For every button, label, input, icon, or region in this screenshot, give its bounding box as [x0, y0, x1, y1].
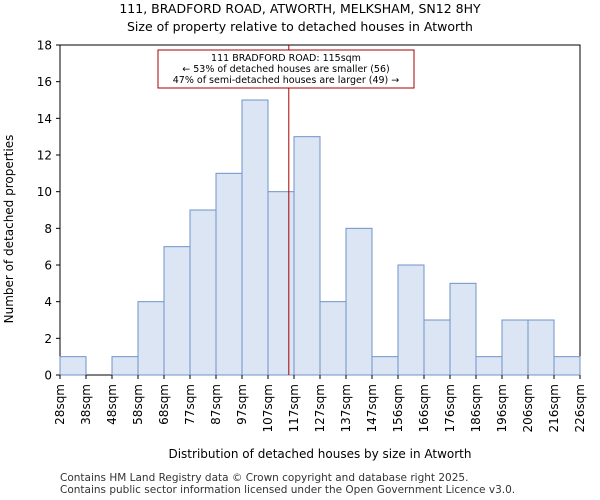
bar: [371, 356, 399, 376]
y-tick-label: 14: [37, 112, 52, 126]
x-tick-label: 186sqm: [469, 384, 483, 432]
x-tick-label: 107sqm: [261, 384, 275, 432]
y-tick-label: 10: [37, 185, 52, 199]
annotation-line: 111 BRADFORD ROAD: 115sqm: [211, 53, 361, 64]
annotation-line: ← 53% of detached houses are smaller (56…: [182, 64, 389, 75]
bar: [59, 356, 87, 376]
bar: [189, 209, 217, 376]
x-tick-label: 97sqm: [235, 384, 249, 425]
bar: [501, 319, 529, 376]
y-tick-label: 4: [44, 295, 52, 309]
x-tick-label: 117sqm: [287, 384, 301, 432]
chart-subtitle: Size of property relative to detached ho…: [127, 19, 473, 34]
chart-title: 111, BRADFORD ROAD, ATWORTH, MELKSHAM, S…: [119, 1, 481, 16]
x-tick-label: 166sqm: [417, 384, 431, 432]
x-tick-label: 137sqm: [339, 384, 353, 432]
bar: [527, 319, 555, 376]
y-tick-label: 0: [44, 369, 52, 383]
annotation-line: 47% of semi-detached houses are larger (…: [173, 75, 400, 86]
x-tick-label: 216sqm: [547, 384, 561, 432]
bar: [319, 301, 347, 376]
x-tick-label: 206sqm: [521, 384, 535, 432]
bar: [163, 246, 191, 376]
bar: [267, 191, 295, 376]
bar: [553, 356, 581, 376]
bar: [111, 356, 139, 376]
y-tick-label: 16: [37, 75, 52, 89]
bar: [423, 319, 451, 376]
x-tick-label: 127sqm: [313, 384, 327, 432]
bar: [293, 136, 321, 376]
y-tick-label: 18: [37, 39, 52, 53]
y-tick-label: 2: [44, 332, 52, 346]
bar: [397, 264, 425, 376]
x-tick-label: 196sqm: [495, 384, 509, 432]
y-tick-label: 6: [44, 259, 52, 273]
x-tick-label: 226sqm: [573, 384, 587, 432]
x-axis-label: Distribution of detached houses by size …: [168, 447, 471, 461]
bar: [449, 282, 477, 376]
x-tick-label: 147sqm: [365, 384, 379, 432]
x-tick-label: 28sqm: [53, 384, 67, 425]
bar: [345, 227, 373, 376]
y-tick-label: 8: [44, 222, 52, 236]
bar: [137, 301, 165, 376]
x-tick-label: 87sqm: [209, 384, 223, 425]
annotation-box: [157, 49, 415, 89]
x-tick-label: 176sqm: [443, 384, 457, 432]
x-tick-label: 68sqm: [157, 384, 171, 425]
x-tick-label: 58sqm: [131, 384, 145, 425]
x-tick-label: 38sqm: [79, 384, 93, 425]
bar: [475, 356, 503, 376]
x-tick-label: 77sqm: [183, 384, 197, 425]
footer-line-1: Contains HM Land Registry data © Crown c…: [60, 472, 469, 484]
bar: [241, 99, 269, 376]
footer-line-2: Contains public sector information licen…: [60, 484, 516, 496]
x-tick-label: 156sqm: [391, 384, 405, 432]
bar: [215, 172, 243, 376]
y-tick-label: 12: [37, 149, 52, 163]
y-axis-label: Number of detached properties: [2, 135, 16, 324]
x-tick-label: 48sqm: [105, 384, 119, 425]
